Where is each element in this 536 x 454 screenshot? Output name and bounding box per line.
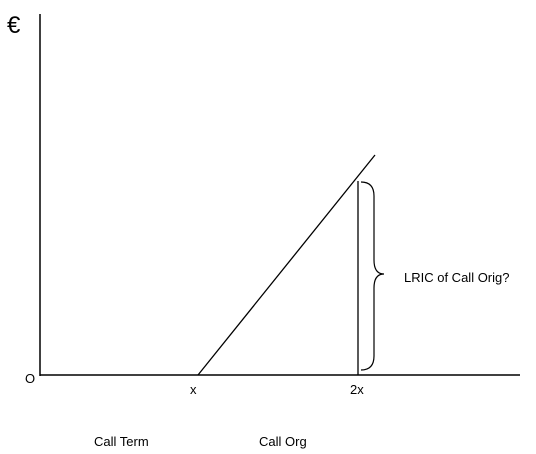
- cost-line: [197, 154, 376, 376]
- brace-annotation: LRIC of Call Orig?: [404, 270, 510, 285]
- origin-label: O: [25, 371, 36, 386]
- call-org-label: Call Org: [259, 434, 307, 449]
- call-term-label: Call Term: [94, 434, 149, 449]
- curly-brace: [360, 181, 385, 371]
- x-tick-label: x: [190, 382, 197, 397]
- 2x-tick-label: 2x: [350, 382, 364, 397]
- y-axis-label: €: [7, 12, 21, 39]
